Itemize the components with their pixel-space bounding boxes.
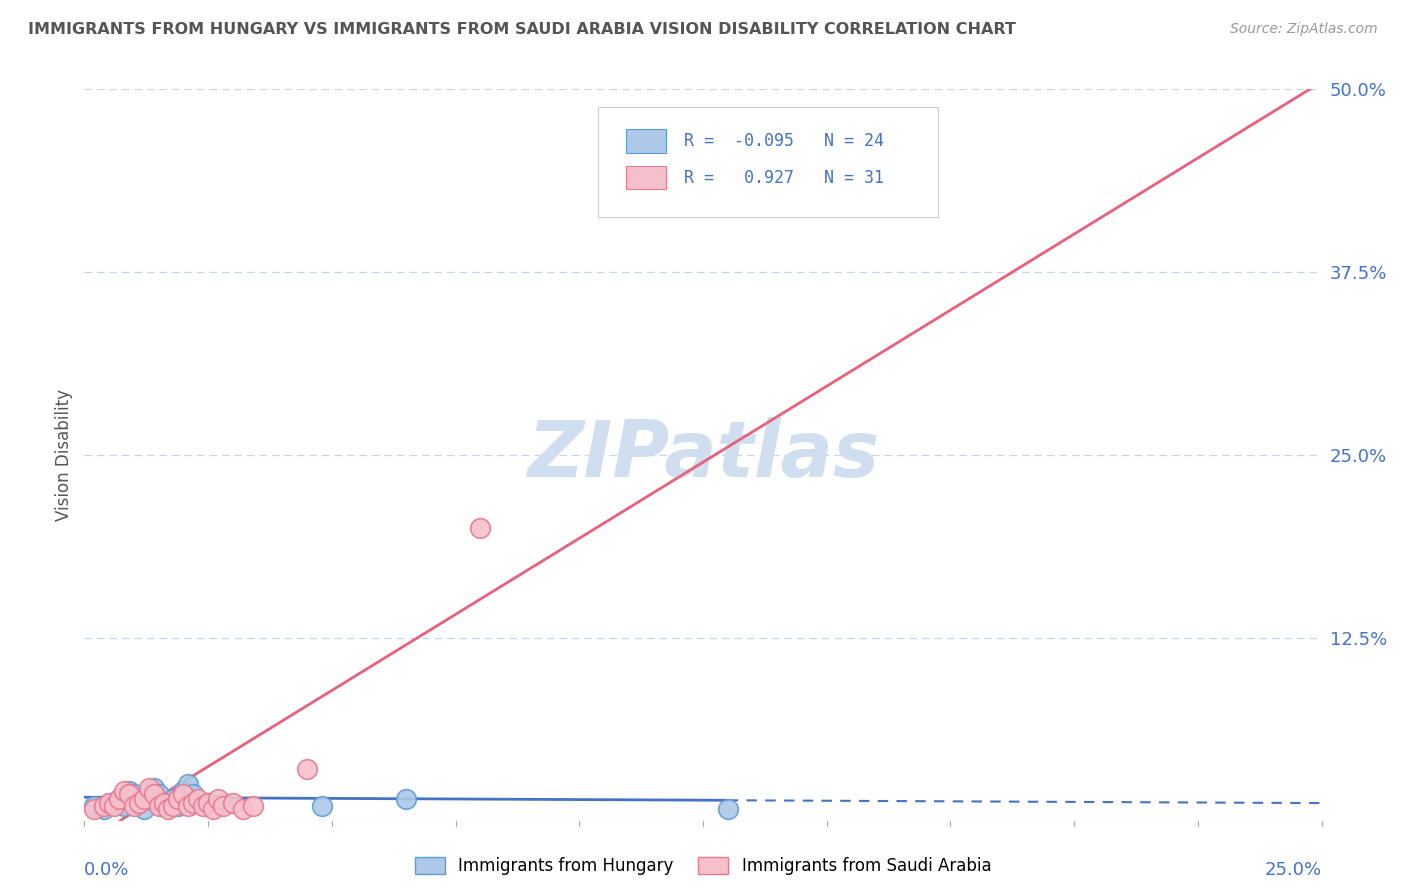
Point bbox=[98, 796, 121, 810]
Point bbox=[142, 787, 165, 801]
Point bbox=[93, 802, 115, 816]
Point bbox=[108, 791, 131, 805]
Point bbox=[167, 799, 190, 814]
Point bbox=[138, 791, 160, 805]
Point bbox=[177, 799, 200, 814]
Point bbox=[197, 796, 219, 810]
Legend: Immigrants from Hungary, Immigrants from Saudi Arabia: Immigrants from Hungary, Immigrants from… bbox=[408, 850, 998, 882]
Point bbox=[295, 763, 318, 777]
Point bbox=[177, 777, 200, 791]
Point bbox=[118, 784, 141, 798]
Point bbox=[202, 802, 225, 816]
Point bbox=[232, 802, 254, 816]
Point bbox=[172, 787, 194, 801]
Point bbox=[103, 799, 125, 814]
Point bbox=[83, 799, 105, 814]
Point bbox=[128, 796, 150, 810]
Point bbox=[98, 796, 121, 810]
Point bbox=[152, 796, 174, 810]
Point bbox=[162, 791, 184, 805]
Point bbox=[132, 802, 155, 816]
Point bbox=[167, 791, 190, 805]
Text: R =   0.927   N = 31: R = 0.927 N = 31 bbox=[685, 169, 884, 186]
Point bbox=[148, 787, 170, 801]
Point bbox=[152, 799, 174, 814]
Point bbox=[128, 796, 150, 810]
Point bbox=[162, 799, 184, 814]
Text: IMMIGRANTS FROM HUNGARY VS IMMIGRANTS FROM SAUDI ARABIA VISION DISABILITY CORREL: IMMIGRANTS FROM HUNGARY VS IMMIGRANTS FR… bbox=[28, 22, 1017, 37]
Text: 0.0%: 0.0% bbox=[84, 861, 129, 879]
FancyBboxPatch shape bbox=[626, 129, 666, 153]
Point bbox=[191, 799, 214, 814]
Text: 25.0%: 25.0% bbox=[1264, 861, 1322, 879]
Point bbox=[181, 796, 204, 810]
Point bbox=[187, 791, 209, 805]
Point bbox=[93, 799, 115, 814]
Point bbox=[138, 781, 160, 796]
Point bbox=[132, 791, 155, 805]
Point bbox=[222, 796, 245, 810]
Point bbox=[83, 802, 105, 816]
FancyBboxPatch shape bbox=[598, 108, 938, 218]
Y-axis label: Vision Disability: Vision Disability bbox=[55, 389, 73, 521]
Point bbox=[470, 521, 492, 535]
Point bbox=[118, 787, 141, 801]
Point bbox=[212, 799, 235, 814]
Point bbox=[148, 799, 170, 814]
Point bbox=[717, 802, 740, 816]
Point bbox=[172, 784, 194, 798]
Point bbox=[395, 791, 418, 805]
Text: Source: ZipAtlas.com: Source: ZipAtlas.com bbox=[1230, 22, 1378, 37]
Point bbox=[122, 787, 145, 801]
Point bbox=[142, 781, 165, 796]
Point bbox=[207, 791, 229, 805]
Point bbox=[122, 799, 145, 814]
Text: ZIPatlas: ZIPatlas bbox=[527, 417, 879, 493]
Point bbox=[112, 799, 135, 814]
Point bbox=[112, 784, 135, 798]
Point bbox=[108, 791, 131, 805]
Point bbox=[212, 796, 235, 810]
Point bbox=[181, 787, 204, 801]
Point bbox=[197, 796, 219, 810]
Point bbox=[157, 802, 180, 816]
Text: R =  -0.095   N = 24: R = -0.095 N = 24 bbox=[685, 132, 884, 150]
Point bbox=[157, 796, 180, 810]
Point bbox=[311, 799, 333, 814]
FancyBboxPatch shape bbox=[626, 166, 666, 189]
Point bbox=[242, 799, 264, 814]
